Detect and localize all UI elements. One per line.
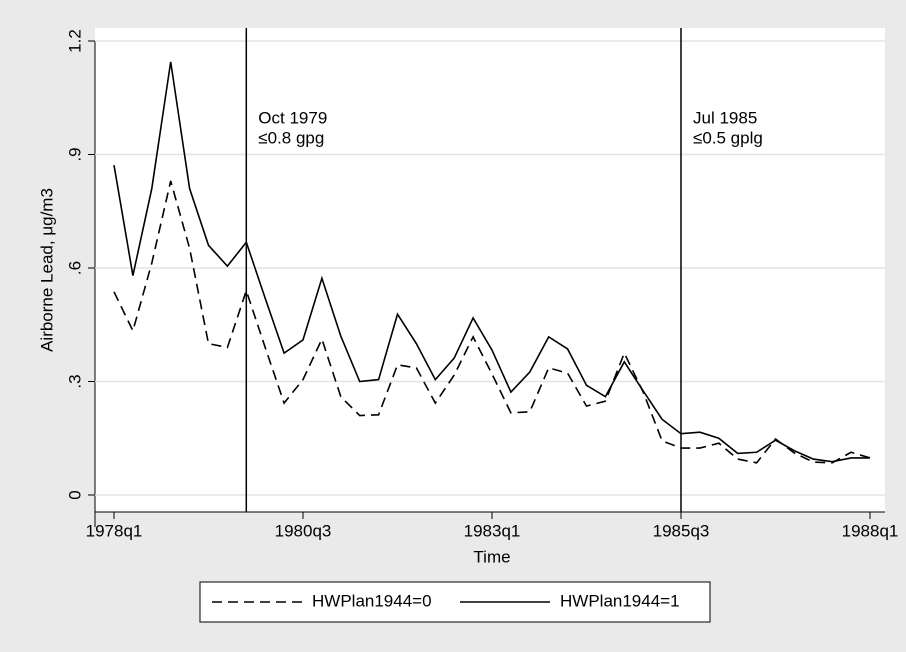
x-tick-label: 1985q3 <box>653 521 710 540</box>
y-axis-label: Airborne Lead, μg/m3 <box>37 188 56 352</box>
x-axis-label: Time <box>473 547 510 566</box>
series-line <box>113 180 871 464</box>
series-line <box>113 61 870 463</box>
y-tick-label: .9 <box>65 147 84 161</box>
x-tick-label: 1978q1 <box>86 521 143 540</box>
annotation: Jul 1985 <box>693 108 757 127</box>
y-tick-label: .3 <box>65 374 84 388</box>
legend-label: HWPlan1944=0 <box>312 591 432 610</box>
x-tick-label: 1983q1 <box>464 521 521 540</box>
x-tick-label: 1980q3 <box>275 521 332 540</box>
y-tick-label: 1.2 <box>65 29 84 53</box>
annotation: Oct 1979 <box>258 108 327 127</box>
y-tick-label: .6 <box>65 261 84 275</box>
legend-label: HWPlan1944=1 <box>560 591 680 610</box>
y-tick-label: 0 <box>65 490 84 499</box>
annotation: ≤0.5 gplg <box>693 128 763 147</box>
plot-area <box>95 28 885 512</box>
annotation: ≤0.8 gpg <box>258 128 324 147</box>
x-tick-label: 1988q1 <box>842 521 899 540</box>
